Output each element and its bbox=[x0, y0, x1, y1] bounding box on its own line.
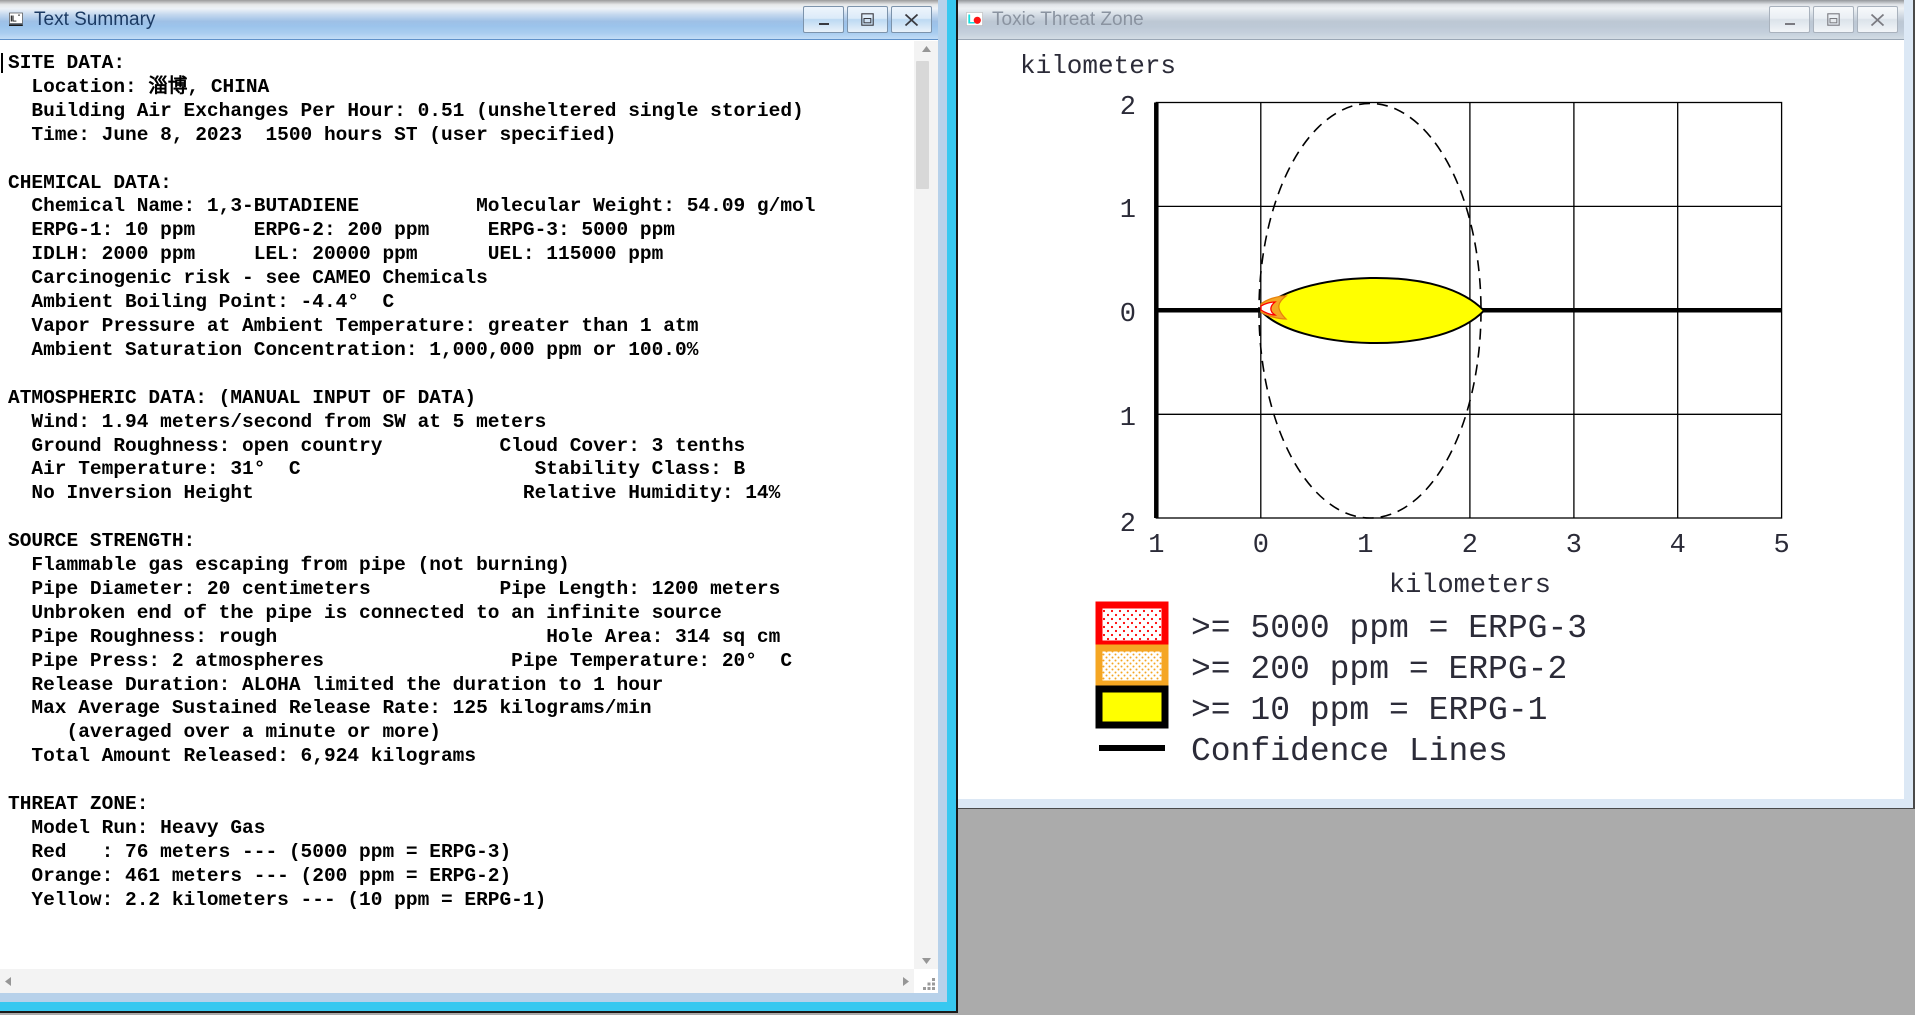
svg-text:0: 0 bbox=[1253, 531, 1269, 561]
svg-text:": " bbox=[18, 14, 21, 20]
svg-text:2: 2 bbox=[1120, 93, 1136, 123]
svg-text:2: 2 bbox=[1120, 510, 1136, 540]
svg-text:>= 200 ppm = ERPG-2: >= 200 ppm = ERPG-2 bbox=[1191, 651, 1567, 688]
svg-text:>= 10 ppm = ERPG-1: >= 10 ppm = ERPG-1 bbox=[1191, 692, 1547, 729]
svg-text:1: 1 bbox=[1357, 531, 1373, 561]
svg-text:2: 2 bbox=[1462, 531, 1478, 561]
svg-text:1: 1 bbox=[1120, 404, 1136, 434]
svg-text:Confidence Lines: Confidence Lines bbox=[1191, 733, 1508, 770]
svg-text:3: 3 bbox=[1566, 531, 1582, 561]
svg-text:0: 0 bbox=[1120, 300, 1136, 330]
svg-text:4: 4 bbox=[1670, 531, 1686, 561]
svg-text:IL: IL bbox=[10, 14, 17, 23]
svg-text:1: 1 bbox=[1120, 196, 1136, 226]
svg-text:kilometers: kilometers bbox=[1389, 571, 1551, 601]
svg-text:kilometers: kilometers bbox=[1020, 51, 1176, 81]
svg-text:5: 5 bbox=[1773, 531, 1789, 561]
svg-text:1: 1 bbox=[1148, 531, 1164, 561]
svg-text:>= 5000 ppm = ERPG-3: >= 5000 ppm = ERPG-3 bbox=[1191, 610, 1587, 647]
